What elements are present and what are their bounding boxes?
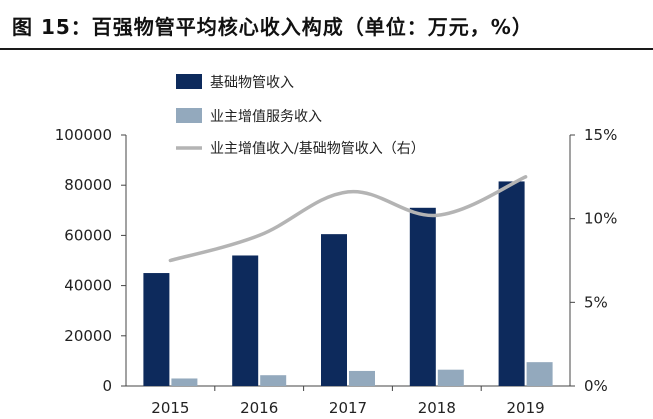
- figure-title-bar: 图 15：百强物管平均核心收入构成（单位：万元，%）: [0, 0, 653, 50]
- legend-swatch-value-added: [176, 108, 202, 123]
- left-tick-label: 40000: [64, 277, 112, 295]
- ratio-line-point: [257, 233, 261, 237]
- legend-swatch-basic: [176, 74, 202, 89]
- left-tick-label: 20000: [64, 327, 112, 345]
- bar-basic-property-revenue: [498, 181, 525, 386]
- figure-title: 图 15：百强物管平均核心收入构成（单位：万元，%）: [12, 15, 533, 39]
- bar-value-added-revenue: [526, 362, 553, 386]
- x-tick-label: 2018: [418, 399, 456, 417]
- ratio-line-point: [524, 175, 528, 179]
- ratio-line-point: [346, 190, 350, 194]
- left-tick-label: 60000: [64, 226, 112, 244]
- bar-basic-property-revenue: [232, 255, 259, 386]
- x-tick-label: 2017: [329, 399, 367, 417]
- x-tick-label: 2016: [240, 399, 278, 417]
- left-tick-label: 100000: [55, 126, 112, 144]
- legend-label: 基础物管收入: [210, 74, 294, 91]
- ratio-line-point: [168, 259, 172, 262]
- revenue-composition-chart: 0 20000 40000 60000 80000 100000 0% 5% 10% 15% 201…: [55, 74, 617, 417]
- x-tick-label: 2015: [151, 399, 189, 417]
- ratio-line-point: [435, 213, 439, 217]
- right-tick-label: 5%: [584, 293, 608, 311]
- right-tick-label: 15%: [584, 126, 617, 144]
- bar-value-added-revenue: [171, 378, 198, 386]
- bar-value-added-revenue: [349, 370, 375, 386]
- legend-label: 业主增值收入/基础物管收入（右）: [210, 140, 425, 157]
- bar-value-added-revenue: [437, 369, 464, 386]
- bar-value-added-revenue: [260, 375, 287, 386]
- x-tick-label: 2019: [507, 399, 545, 417]
- right-tick-label: 0%: [584, 377, 608, 395]
- ratio-line: [168, 175, 528, 263]
- bar-basic-property-revenue: [321, 234, 347, 386]
- bar-basic-property-revenue: [409, 207, 436, 386]
- left-tick-label: 0: [102, 377, 112, 395]
- legend-label: 业主增值服务收入: [210, 109, 322, 125]
- left-tick-label: 80000: [64, 176, 112, 194]
- bar-basic-property-revenue: [143, 273, 170, 386]
- right-tick-label: 10%: [584, 210, 617, 228]
